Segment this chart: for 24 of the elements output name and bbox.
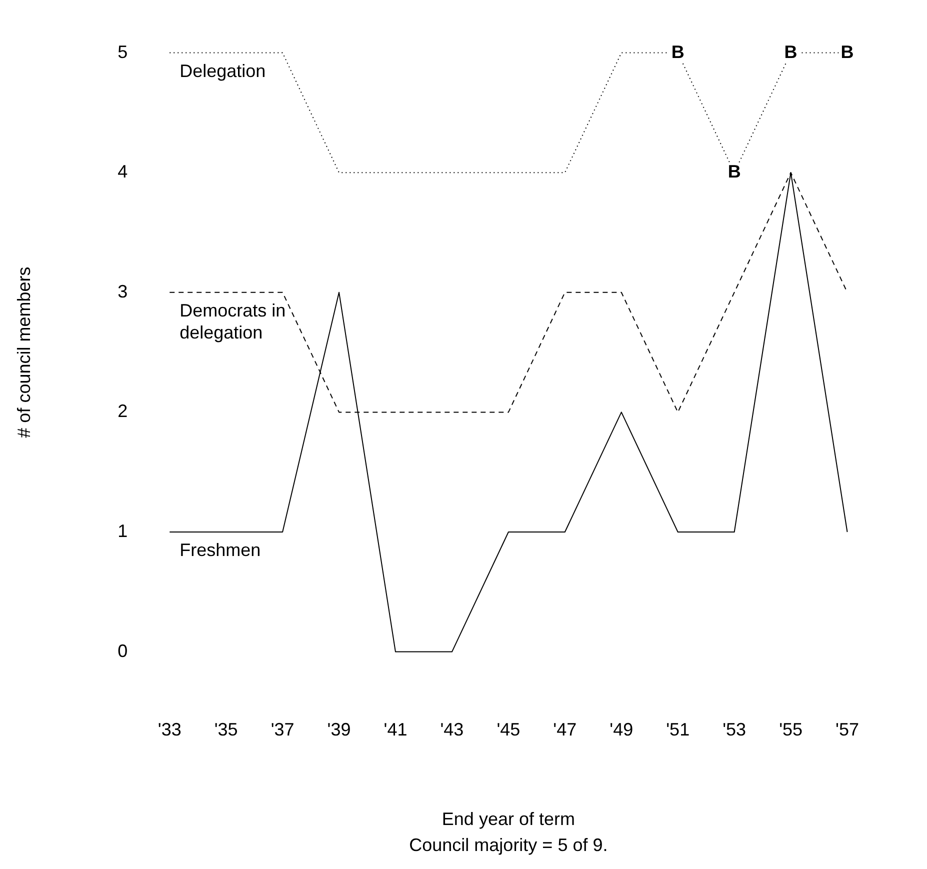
y-tick-label: 0: [118, 640, 128, 661]
text: Council majority = 5 of 9.: [409, 834, 608, 855]
x-tick-label: '49: [610, 720, 634, 740]
x-axis-title: End year of term: [442, 809, 575, 830]
x-tick-label: '39: [327, 720, 351, 740]
x-tick-label: '51: [666, 720, 690, 740]
y-tick-label: 5: [118, 42, 128, 62]
y-tick-label: 2: [118, 401, 128, 422]
y-tick-label: 1: [118, 520, 128, 541]
x-tick-label: '47: [553, 720, 577, 740]
y-tick-label: 3: [118, 281, 128, 302]
x-tick-label: '35: [214, 720, 238, 740]
x-tick-label: '55: [779, 720, 803, 740]
x-tick-label: '57: [836, 720, 860, 740]
series-label: Freshmen: [180, 540, 261, 560]
x-tick-label: '33: [158, 720, 182, 740]
x-tick-label: '45: [496, 720, 520, 740]
x-tick-label: '37: [270, 720, 294, 740]
x-tick-label: '53: [722, 720, 746, 740]
x-tick-label: '43: [440, 720, 464, 740]
y-axis-title: # of council members: [14, 266, 34, 438]
x-tick-label: '41: [384, 720, 408, 740]
y-tick-label: 4: [118, 162, 128, 182]
series-label: Democrats in delegation: [180, 300, 286, 342]
